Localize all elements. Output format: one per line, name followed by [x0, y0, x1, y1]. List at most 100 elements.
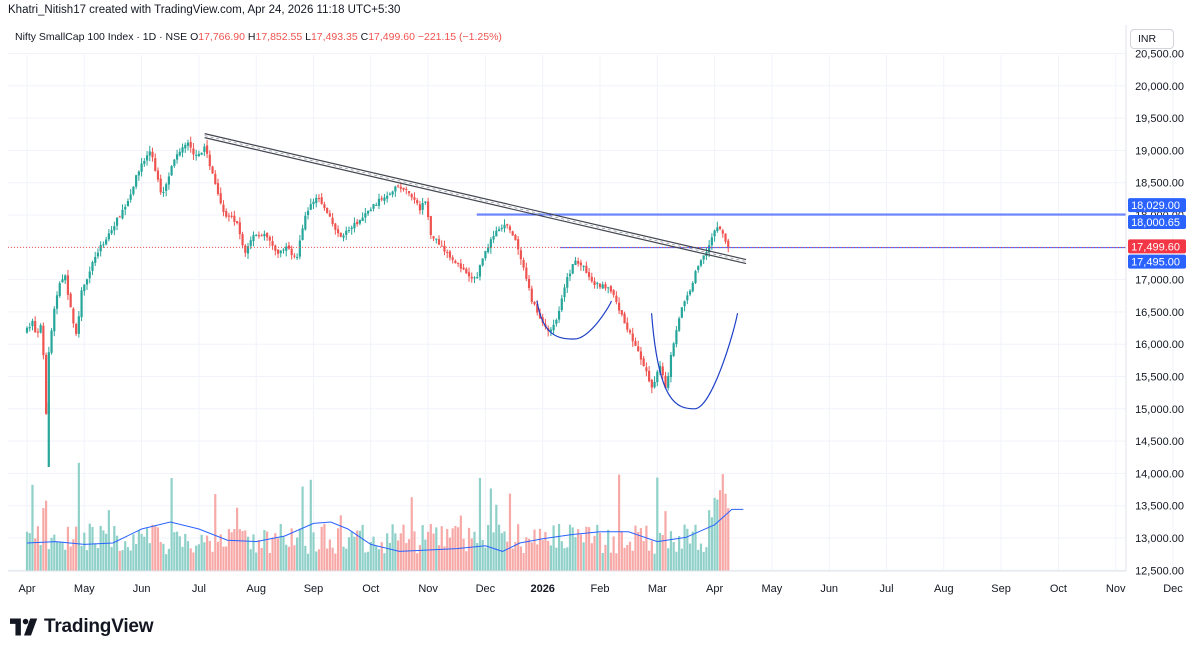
price-tick-label: 15,000.00 [1135, 404, 1184, 416]
candle-body [508, 226, 512, 231]
candle-body [50, 330, 53, 353]
candle-body [358, 219, 361, 224]
volume-bar [80, 545, 83, 571]
candle-body [448, 251, 452, 258]
volume-bar [587, 527, 591, 571]
volume-bar [716, 499, 719, 571]
volume-bar [514, 542, 517, 571]
volume-bar [293, 545, 296, 571]
volume-bar [230, 532, 233, 571]
candle-body [457, 262, 460, 264]
candle-body [203, 146, 206, 152]
footer: TradingView [10, 614, 154, 640]
candle-body [375, 204, 378, 206]
volume-bar [77, 462, 80, 571]
volume-bar [653, 553, 656, 571]
candle-body [582, 265, 585, 267]
candle-body [113, 226, 116, 231]
level-badge-18029-label: 18,029.00 [1131, 200, 1180, 212]
volume-bar [664, 511, 667, 571]
candle-body [459, 263, 462, 269]
candle-body [503, 224, 506, 229]
volume-bar [380, 542, 383, 571]
volume-bar [500, 533, 503, 571]
volume-bar [252, 534, 255, 571]
time-tick-label: Dec [476, 583, 496, 595]
volume-bar [571, 527, 574, 571]
volume-bar [683, 524, 686, 571]
candle-body [612, 290, 615, 295]
volume-bar [236, 507, 239, 571]
candle-body [241, 234, 244, 246]
volume-bar [211, 551, 214, 571]
candle-body [238, 222, 241, 235]
volume-bar [99, 525, 102, 571]
candle-body [222, 204, 225, 212]
volume-bar [574, 537, 577, 571]
candle-body [328, 213, 331, 217]
volume-bar [416, 553, 419, 571]
candle-body [345, 230, 348, 235]
volume-bar [94, 543, 97, 571]
time-tick-label: Nov [1106, 583, 1126, 595]
candle-body [126, 201, 130, 207]
candle-body [315, 197, 318, 203]
volume-bar [429, 523, 432, 571]
candle-body [377, 198, 381, 206]
candle-body [257, 235, 261, 237]
candle-body [462, 267, 465, 270]
candle-body [721, 230, 724, 234]
time-tick-label: Oct [362, 583, 379, 595]
candle-body [110, 230, 113, 234]
volume-bar [694, 524, 697, 571]
volume-bar [413, 531, 416, 571]
volume-bar [446, 528, 449, 571]
level-badge-17495-bg [1128, 254, 1186, 269]
candle-body [159, 178, 162, 193]
currency-selector[interactable]: INR [1130, 29, 1174, 49]
volume-bar [525, 537, 528, 571]
volume-bar [148, 543, 151, 571]
tradingview-logo[interactable]: TradingView [10, 616, 154, 638]
volume-bar [279, 523, 282, 571]
candle-body [244, 245, 247, 253]
volume-bar [34, 538, 37, 571]
volume-bar [623, 547, 626, 571]
volume-bar [383, 553, 386, 571]
candle-body [151, 151, 154, 158]
candle-body [181, 147, 184, 153]
candle-body [287, 245, 291, 249]
candle-body [555, 319, 558, 324]
price-tick-label: 19,500.00 [1135, 113, 1184, 125]
candle-body [28, 327, 31, 329]
time-tick-label: Oct [1050, 583, 1067, 595]
volume-bar [697, 549, 700, 571]
candle-body [197, 153, 200, 157]
volume-bar [121, 550, 124, 571]
volume-bar [470, 538, 473, 571]
candle-body [429, 216, 432, 236]
candle-body [353, 222, 356, 229]
candle-body [410, 194, 413, 198]
candle-body [268, 237, 271, 241]
candle-body [391, 191, 394, 195]
volume-bar [47, 549, 50, 571]
volume-bar [557, 524, 561, 571]
volume-bar [135, 544, 138, 571]
volume-bar [312, 532, 315, 571]
volume-bar [137, 530, 140, 571]
volume-bar [473, 531, 476, 571]
tradingview-wordmark: TradingView [44, 616, 154, 637]
volume-bar [427, 531, 430, 571]
volume-bar [590, 543, 593, 571]
candle-body [473, 277, 476, 279]
volume-bar [249, 549, 252, 571]
volume-bar [628, 541, 632, 571]
candle-body [274, 245, 277, 251]
volume-bar [465, 551, 468, 571]
candle-body [579, 262, 582, 266]
candle-body [260, 235, 263, 237]
candle-body [446, 251, 449, 253]
candle-body [36, 331, 40, 333]
